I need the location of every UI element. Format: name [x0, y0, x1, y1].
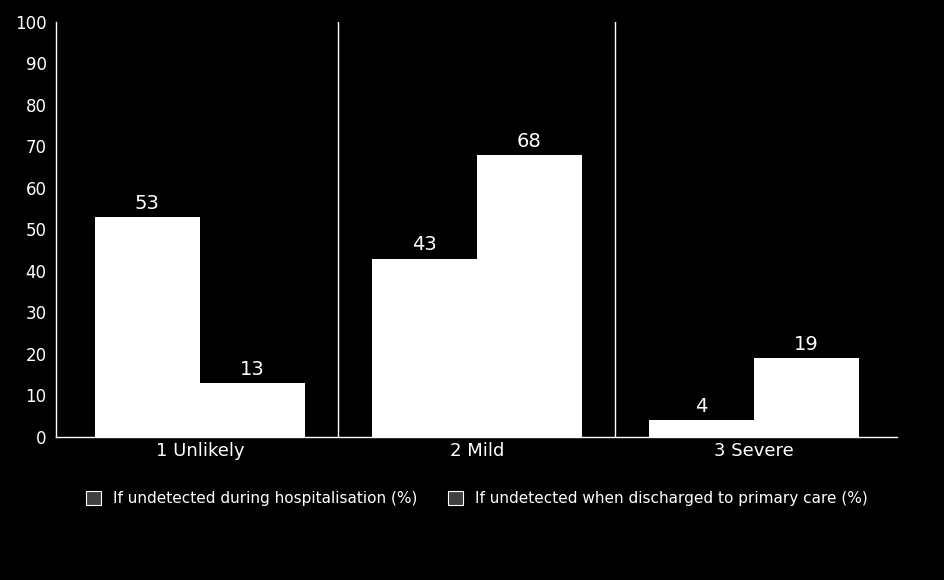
Bar — [649, 420, 754, 437]
Text: 19: 19 — [794, 335, 818, 354]
Text: 4: 4 — [695, 397, 707, 416]
Bar — [477, 155, 582, 437]
Legend: If undetected during hospitalisation (%), If undetected when discharged to prima: If undetected during hospitalisation (%)… — [79, 485, 874, 512]
Bar — [372, 259, 477, 437]
Text: 68: 68 — [517, 132, 542, 151]
Bar — [94, 217, 200, 437]
Bar — [200, 383, 305, 437]
Text: 13: 13 — [240, 360, 265, 379]
Bar — [754, 358, 859, 437]
Text: 53: 53 — [135, 194, 160, 213]
Text: 43: 43 — [412, 235, 436, 255]
